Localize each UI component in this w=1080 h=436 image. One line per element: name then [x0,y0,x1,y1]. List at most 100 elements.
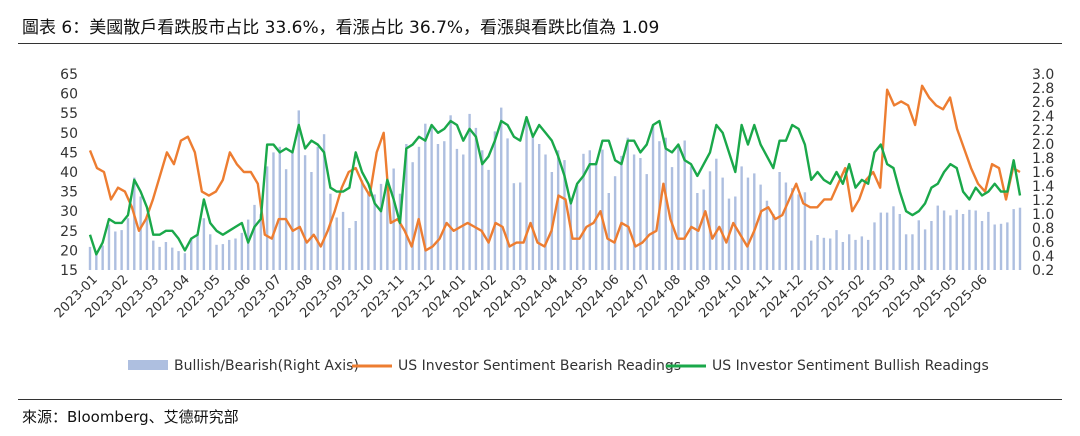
ratio-bar [772,214,775,270]
ratio-bar [1012,209,1015,270]
ratio-bar [879,212,883,270]
left-axis-tick-label: 30 [60,204,78,220]
source-note: 來源：Bloomberg、艾德研究部 [22,408,239,426]
ratio-bar [436,144,440,270]
ratio-bar [506,138,509,270]
ratio-bar [968,209,971,270]
ratio-bar [411,162,414,270]
right-axis-tick-label: 1.0 [1032,207,1054,223]
ratio-bar [322,134,326,270]
ratio-bar [904,234,908,270]
ratio-bar [246,219,250,270]
ratio-bar [829,238,832,270]
right-axis-tick-label: 1.4 [1032,179,1054,195]
ratio-bar [987,211,990,270]
ratio-bar [158,246,161,270]
ratio-bar [367,191,370,270]
ratio-bar [898,214,901,270]
ratio-bar [974,210,977,270]
ratio-bar [797,194,800,270]
ratio-bar [253,204,256,270]
legend: Bullish/Bearish(Right Axis) US Investor S… [128,358,989,374]
right-axis-tick-label: 0.8 [1032,221,1054,237]
left-axis-tick-label: 45 [60,145,78,161]
ratio-bar [537,144,541,270]
right-axis-tick-label: 1.6 [1032,165,1054,181]
left-axis-tick-label: 15 [60,263,78,279]
ratio-bar [379,183,383,270]
ratio-bar [683,140,686,270]
right-axis-tick-label: 2.2 [1032,123,1054,139]
left-axis-tick-label: 50 [60,126,78,142]
ratio-bar [430,125,433,270]
ratio-bar [575,184,579,270]
ratio-bar [259,214,263,270]
ratio-bar [639,158,642,270]
legend-label-bullish: US Investor Sentiment Bullish Readings [712,358,989,374]
ratio-bar [468,113,471,271]
ratio-bar [531,134,535,270]
ratio-bar [677,146,680,270]
ratio-bar [892,206,895,270]
left-axis-tick-label: 40 [60,165,78,181]
ratio-bar [778,172,781,270]
ratio-bar [544,154,547,270]
ratio-bar [999,223,1003,270]
sentiment-chart: 15 20 25 30 35 40 45 50 55 60 65 0.20.40.60.81.01.2… [52,67,1055,374]
ratio-bar [291,152,294,270]
lines-layer [88,84,1022,256]
legend-label-bearish: US Investor Sentiment Bearish Readings [398,358,681,374]
ratio-bar [114,231,117,270]
ratio-bar [854,239,857,270]
ratio-bar [272,152,275,270]
ratio-bar [449,115,452,270]
ratio-bar [715,158,718,270]
title-rule [18,43,1062,44]
ratio-bar [784,182,788,270]
ratio-bar [398,193,402,270]
ratio-bar [961,214,965,270]
ratio-bar [885,212,889,270]
ratio-bar [847,234,851,270]
right-axis-tick-label: 0.2 [1032,263,1054,279]
ratio-bar [550,172,554,270]
ratio-bar [164,242,168,270]
ratio-bar [607,193,610,270]
ratio-bar [335,217,338,270]
ratio-bar [626,137,629,270]
ratio-bar [227,239,231,270]
ratio-bar [133,177,136,270]
ratio-bar [139,196,142,270]
ratio-bar [835,230,838,270]
right-axis-tick-label: 0.4 [1032,249,1054,265]
ratio-bar [493,131,497,270]
ratio-bar [443,141,446,270]
ratio-bar [651,125,655,270]
ratio-bar [145,218,149,270]
ratio-bar [923,229,927,270]
right-axis-tick-label: 1.2 [1032,193,1054,209]
ratio-bar [930,221,933,270]
ratio-bar [405,144,408,270]
ratio-bar [386,188,389,270]
ratio-bar [613,176,617,270]
ratio-bar [329,193,332,270]
right-axis-tick-label: 1.8 [1032,151,1054,167]
ratio-bar [500,107,503,270]
ratio-bar [95,251,98,270]
ratio-bar [563,160,566,270]
ratio-bar [588,150,591,270]
ratio-bar [746,177,750,270]
ratio-bar [487,169,490,270]
ratio-bar [556,150,560,270]
ratio-bar [348,228,351,270]
ratio-bar [917,220,920,270]
legend-label-bars: Bullish/Bearish(Right Axis) [174,358,359,374]
ratio-bar [942,210,946,270]
ratio-bar [816,235,819,270]
ratio-bar [645,174,648,270]
ratio-bar [670,167,674,270]
left-axis-tick-label: 25 [60,224,78,240]
ratio-bar [955,209,958,270]
ratio-bar [107,224,111,270]
